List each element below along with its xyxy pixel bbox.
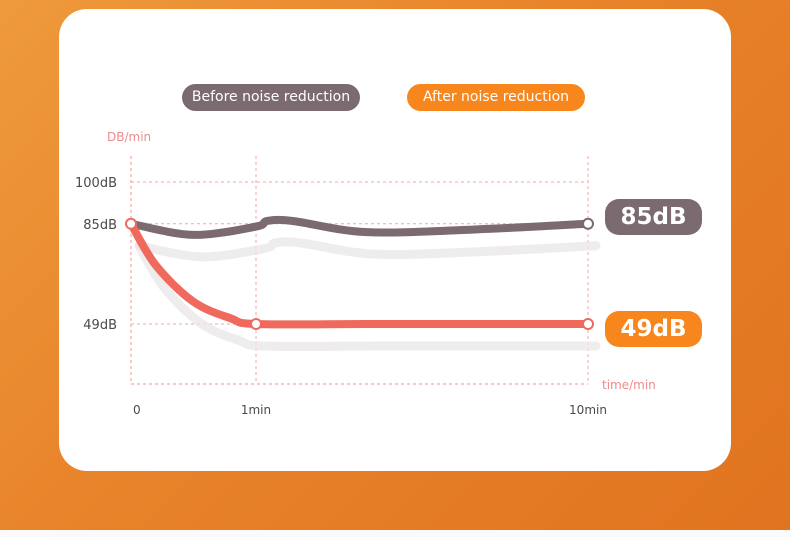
data-point-marker [250,318,262,330]
legend-before: Before noise reduction [182,84,360,111]
y-tick-label: 85dB [83,218,117,233]
x-tick-label: 10min [569,403,607,417]
x-axis-title: time/min [602,378,656,392]
bottom-strip [0,530,790,537]
data-point-marker [582,217,594,230]
data-point-marker [125,217,137,230]
x-tick-label: 0 [133,403,141,417]
after-series-line [127,219,592,329]
y-tick-label: 100dB [75,176,117,191]
before-value-badge: 85dB [605,199,702,235]
chart-card [59,9,731,471]
after-value-badge: 49dB [605,311,702,347]
data-point-marker [582,318,594,330]
series-shadow [134,237,601,262]
legend-after: After noise reduction [407,84,585,111]
y-tick-label: 49dB [83,318,117,333]
before-series-line [127,215,592,239]
x-tick-label: 1min [241,403,271,417]
y-axis-title: DB/min [107,130,151,144]
series-shadow [134,241,601,351]
